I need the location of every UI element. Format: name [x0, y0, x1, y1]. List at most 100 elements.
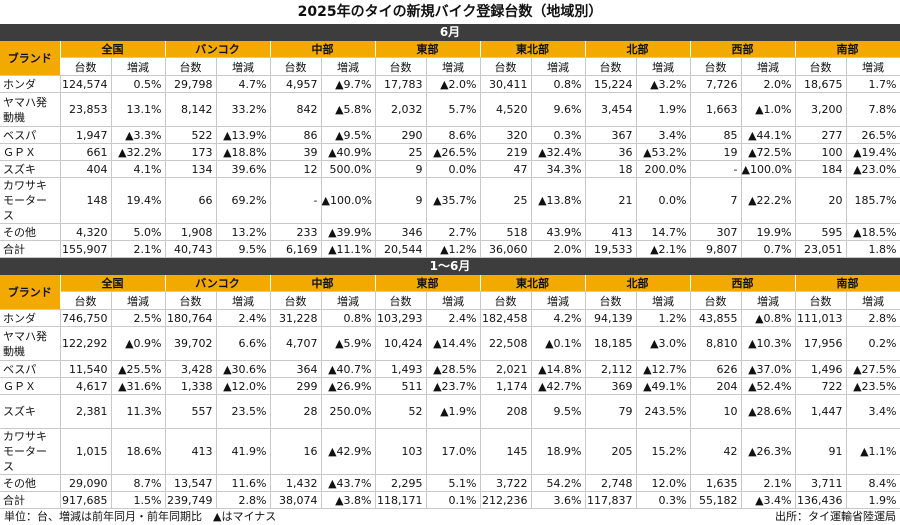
change-cell: 2.4%: [216, 309, 271, 327]
change-cell: 0.1%: [426, 491, 481, 509]
change-cell: 4.1%: [111, 160, 166, 178]
change-cell: 15.2%: [636, 428, 691, 475]
change-cell: ▲0.8%: [741, 309, 796, 327]
change-cell: 19.9%: [741, 223, 796, 241]
brand-cell: その他: [0, 474, 61, 492]
change-cell: ▲35.7%: [426, 177, 481, 224]
change-cell: 4.7%: [216, 75, 271, 93]
change-cell: 41.9%: [216, 428, 271, 475]
count-subheader: 台数: [375, 291, 427, 310]
count-cell: 233: [270, 223, 322, 241]
footer-note: 単位：台、増減は前年同月・前年同期比 ▲はマイナス: [4, 510, 277, 523]
brand-cell: ヤマハ発動機: [0, 326, 61, 361]
count-cell: 40,743: [165, 240, 217, 258]
count-cell: 842: [270, 92, 322, 127]
count-cell: 38,074: [270, 491, 322, 509]
count-cell: 299: [270, 377, 322, 395]
change-cell: 3.6%: [531, 491, 586, 509]
change-cell: 1.7%: [846, 75, 900, 93]
region-header: バンコク: [165, 41, 271, 58]
region-header: 東北部: [480, 275, 586, 292]
count-cell: 20: [795, 177, 847, 224]
count-cell: 8,142: [165, 92, 217, 127]
table-row: カワサキモータース 1,015 18.6% 413 41.9% 16 ▲42.9% 103 17…: [0, 428, 900, 475]
count-subheader: 台数: [585, 291, 637, 310]
change-cell: 9.5%: [216, 240, 271, 258]
change-cell: 6.6%: [216, 326, 271, 361]
count-cell: 9: [375, 160, 427, 178]
change-cell: 185.7%: [846, 177, 900, 224]
count-cell: 10,424: [375, 326, 427, 361]
change-cell: 0.0%: [636, 177, 691, 224]
count-subheader: 台数: [795, 57, 847, 76]
table-row: カワサキモータース 148 19.4% 66 69.2% - ▲100.0% 9 ▲35.7% 2…: [0, 177, 900, 224]
count-cell: 15,224: [585, 75, 637, 93]
change-cell: 3.4%: [636, 126, 691, 144]
change-subheader: 増減: [216, 291, 271, 310]
brand-cell: ＧＰＸ: [0, 377, 61, 395]
change-cell: ▲43.7%: [321, 474, 376, 492]
change-cell: ▲40.7%: [321, 360, 376, 378]
count-cell: 1,635: [690, 474, 742, 492]
count-subheader: 台数: [585, 57, 637, 76]
count-cell: 557: [165, 394, 217, 429]
count-cell: 18,185: [585, 326, 637, 361]
count-cell: 12: [270, 160, 322, 178]
count-subheader: 台数: [690, 291, 742, 310]
change-cell: 0.0%: [426, 160, 481, 178]
region-header: 南部: [795, 275, 900, 292]
change-cell: 2.4%: [426, 309, 481, 327]
count-cell: 23,853: [60, 92, 112, 127]
brand-cell: カワサキモータース: [0, 428, 61, 475]
period-bar: 1～6月: [0, 258, 900, 275]
change-cell: 5.1%: [426, 474, 481, 492]
region-header: 北部: [585, 275, 691, 292]
change-cell: 69.2%: [216, 177, 271, 224]
count-cell: 55,182: [690, 491, 742, 509]
change-cell: 8.4%: [846, 474, 900, 492]
change-cell: 26.5%: [846, 126, 900, 144]
sections-container: 6月 ブランド 全国 バンコク 中部 東部 東北部 北部 西部 南部 台数 増減 台数 増減 台数 増減 台数増…: [0, 24, 900, 509]
brand-cell: その他: [0, 223, 61, 241]
change-cell: ▲26.5%: [426, 143, 481, 161]
change-cell: ▲23.7%: [426, 377, 481, 395]
change-subheader: 増減: [636, 291, 691, 310]
count-cell: 7: [690, 177, 742, 224]
change-cell: ▲0.1%: [531, 326, 586, 361]
change-cell: ▲1.9%: [426, 394, 481, 429]
table-row: その他 29,090 8.7% 13,547 11.6% 1,432 ▲43.7% 2,295…: [0, 474, 900, 492]
count-cell: 29,798: [165, 75, 217, 93]
change-cell: ▲23.0%: [846, 160, 900, 178]
count-cell: 184: [795, 160, 847, 178]
change-subheader: 増減: [216, 57, 271, 76]
change-cell: 17.0%: [426, 428, 481, 475]
count-cell: 1,493: [375, 360, 427, 378]
change-cell: 39.6%: [216, 160, 271, 178]
region-header: 中部: [270, 41, 376, 58]
region-header: 中部: [270, 275, 376, 292]
change-cell: 1.5%: [111, 491, 166, 509]
change-cell: ▲27.5%: [846, 360, 900, 378]
count-cell: 3,200: [795, 92, 847, 127]
change-cell: ▲3.0%: [636, 326, 691, 361]
change-cell: ▲12.7%: [636, 360, 691, 378]
change-cell: 18.9%: [531, 428, 586, 475]
change-cell: 1.2%: [636, 309, 691, 327]
count-cell: 9,807: [690, 240, 742, 258]
brand-cell: 合計: [0, 240, 61, 258]
change-cell: ▲14.8%: [531, 360, 586, 378]
change-subheader: 増減: [531, 57, 586, 76]
change-subheader: 増減: [741, 291, 796, 310]
page-title: 2025年のタイの新規バイク登録台数（地域別）: [297, 4, 603, 20]
change-cell: ▲1.2%: [426, 240, 481, 258]
count-cell: 511: [375, 377, 427, 395]
change-cell: 43.9%: [531, 223, 586, 241]
count-cell: 722: [795, 377, 847, 395]
count-cell: 16: [270, 428, 322, 475]
change-cell: ▲1.0%: [741, 92, 796, 127]
count-cell: 36: [585, 143, 637, 161]
change-cell: 2.0%: [531, 240, 586, 258]
count-cell: 2,295: [375, 474, 427, 492]
change-cell: 11.6%: [216, 474, 271, 492]
count-cell: 2,032: [375, 92, 427, 127]
